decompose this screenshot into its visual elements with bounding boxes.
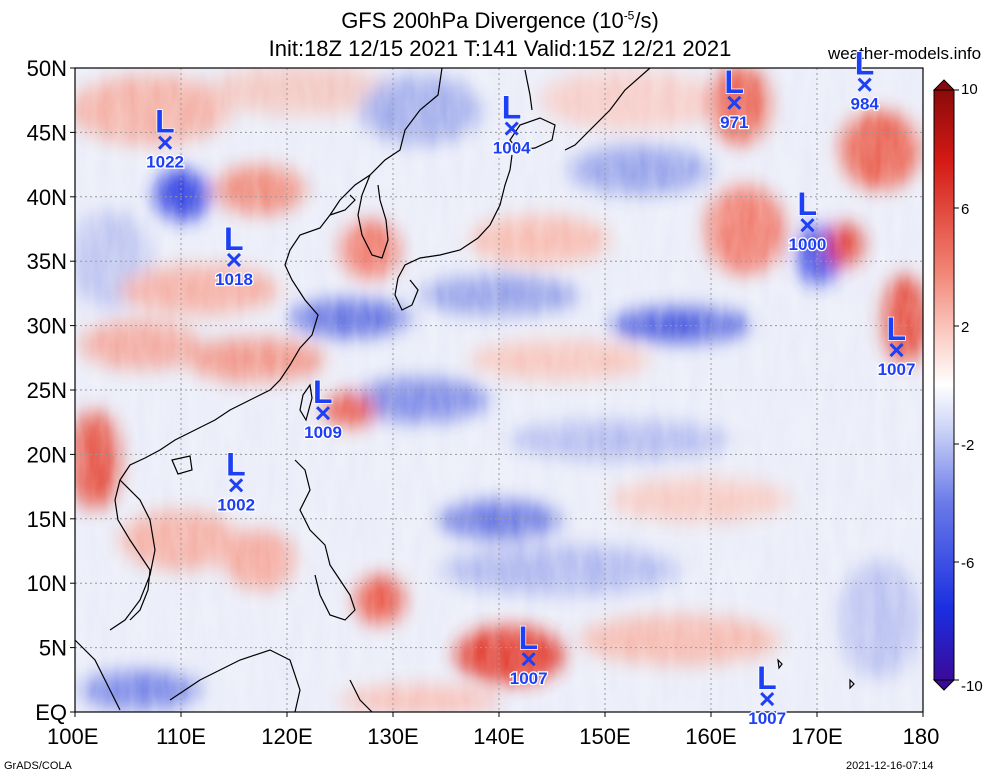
low-center-x: [521, 652, 536, 667]
low-center-x: [504, 121, 519, 136]
low-center-x: [857, 77, 872, 92]
lon-label: 150E: [579, 724, 630, 749]
lon-label: 180: [903, 724, 940, 749]
lat-label: 5N: [39, 636, 67, 661]
low-pressure-value: 1007: [510, 669, 548, 688]
colorbar-tick-label: -10: [961, 678, 983, 695]
low-pressure-value: 1007: [878, 360, 916, 379]
colorbar-ticks: 10 6 2 -2 -6 -10: [954, 81, 983, 695]
lat-label: 40N: [27, 185, 67, 210]
lat-label: 45N: [27, 120, 67, 145]
colorbar-gradient: [933, 89, 955, 681]
low-letter: L: [313, 374, 333, 410]
footer-credit: GrADS/COLA: [4, 760, 72, 772]
low-pressure-value: 1009: [304, 423, 342, 442]
low-pressure-value: 971: [720, 113, 748, 132]
lon-label: 130E: [367, 724, 418, 749]
low-marker: L 1007: [747, 659, 787, 729]
low-center-x: [800, 218, 815, 233]
title-exponent: -5: [623, 8, 635, 23]
longitude-labels: 100E 110E 120E 130E 140E 150E 160E 170E 180: [47, 712, 939, 749]
low-marker: L 1018: [214, 220, 254, 290]
low-pressure-value: 1000: [789, 235, 827, 254]
low-marker: L 1009: [303, 373, 343, 443]
lat-label: EQ: [35, 700, 67, 725]
low-letter: L: [724, 64, 744, 100]
lat-label: 50N: [27, 56, 67, 81]
low-pressure-value: 984: [851, 95, 880, 114]
low-center-x: [315, 406, 331, 421]
low-letter: L: [757, 660, 777, 696]
low-pressure-value: 1018: [215, 270, 253, 289]
colorbar-tick-label: -2: [961, 437, 974, 454]
lon-label: 120E: [261, 724, 312, 749]
low-pressure-value: 1004: [493, 139, 531, 158]
chart-title: GFS 200hPa Divergence (10-5/s): [0, 8, 1000, 34]
coastline: [74, 67, 855, 713]
title-main: GFS 200hPa Divergence (10: [341, 8, 624, 33]
low-pressure-value: 1022: [146, 153, 184, 172]
low-center-x: [727, 95, 742, 110]
low-letter: L: [155, 104, 175, 140]
low-marker: L 1002: [216, 446, 256, 516]
lon-label: 140E: [473, 724, 524, 749]
latitude-labels: 50N 45N 40N 35N 30N 25N 20N 15N 10N 5N EQ: [27, 56, 75, 725]
colorbar-tick-label: 6: [961, 201, 969, 218]
low-marker: L 1007: [876, 310, 916, 380]
low-pressure-value: 1002: [217, 495, 255, 514]
low-center-x: [760, 692, 775, 707]
footer-timestamp: 2021-12-16-07:14: [846, 760, 934, 772]
lon-label: 110E: [156, 724, 206, 749]
lat-label: 25N: [27, 378, 67, 403]
low-center-x: [226, 252, 242, 267]
gridlines: [75, 68, 923, 712]
lat-label: 10N: [27, 571, 67, 596]
low-center-x: [889, 343, 904, 358]
low-marker: L 984: [849, 45, 880, 115]
colorbar: 10 6 2 -2 -6 -10: [932, 79, 983, 695]
low-marker: L 1007: [509, 619, 549, 689]
chart-subtitle: Init:18Z 12/15 2021 T:141 Valid:15Z 12/2…: [268, 36, 732, 61]
website-label: weather-models.info: [828, 44, 982, 63]
low-marker: L 1022: [145, 103, 185, 173]
lon-label: 100E: [47, 724, 98, 749]
low-letter: L: [855, 46, 875, 82]
low-center-x: [158, 135, 173, 150]
colorbar-bottom-arrow: [932, 679, 956, 691]
low-center-x: [229, 478, 244, 493]
low-letter: L: [226, 446, 246, 482]
low-letter: L: [797, 186, 817, 222]
colorbar-tick-label: 2: [961, 319, 969, 336]
colorbar-top-arrow: [932, 79, 956, 91]
lon-label: 160E: [685, 724, 736, 749]
low-marker: L 1000: [787, 185, 827, 255]
colorbar-tick-label: 10: [961, 81, 978, 98]
low-pressure-value: 1007: [748, 709, 786, 728]
lat-label: 20N: [27, 442, 67, 467]
low-pressure-markers: L 1022 L 1018 L 1004 L 971 L 984 L 1000 L 1007 L 1009 L 1…: [145, 45, 917, 729]
low-marker: L 1004: [492, 89, 533, 159]
colorbar-tick-label: -6: [961, 555, 974, 572]
low-letter: L: [519, 620, 539, 656]
lon-label: 170E: [791, 724, 842, 749]
low-letter: L: [502, 90, 522, 126]
lat-label: 30N: [27, 314, 67, 339]
lat-label: 15N: [27, 507, 67, 532]
low-marker: L 971: [719, 63, 750, 133]
low-letter: L: [224, 221, 244, 257]
low-letter: L: [887, 311, 907, 347]
title-unit: /s): [634, 8, 659, 33]
lat-label: 35N: [27, 249, 67, 274]
